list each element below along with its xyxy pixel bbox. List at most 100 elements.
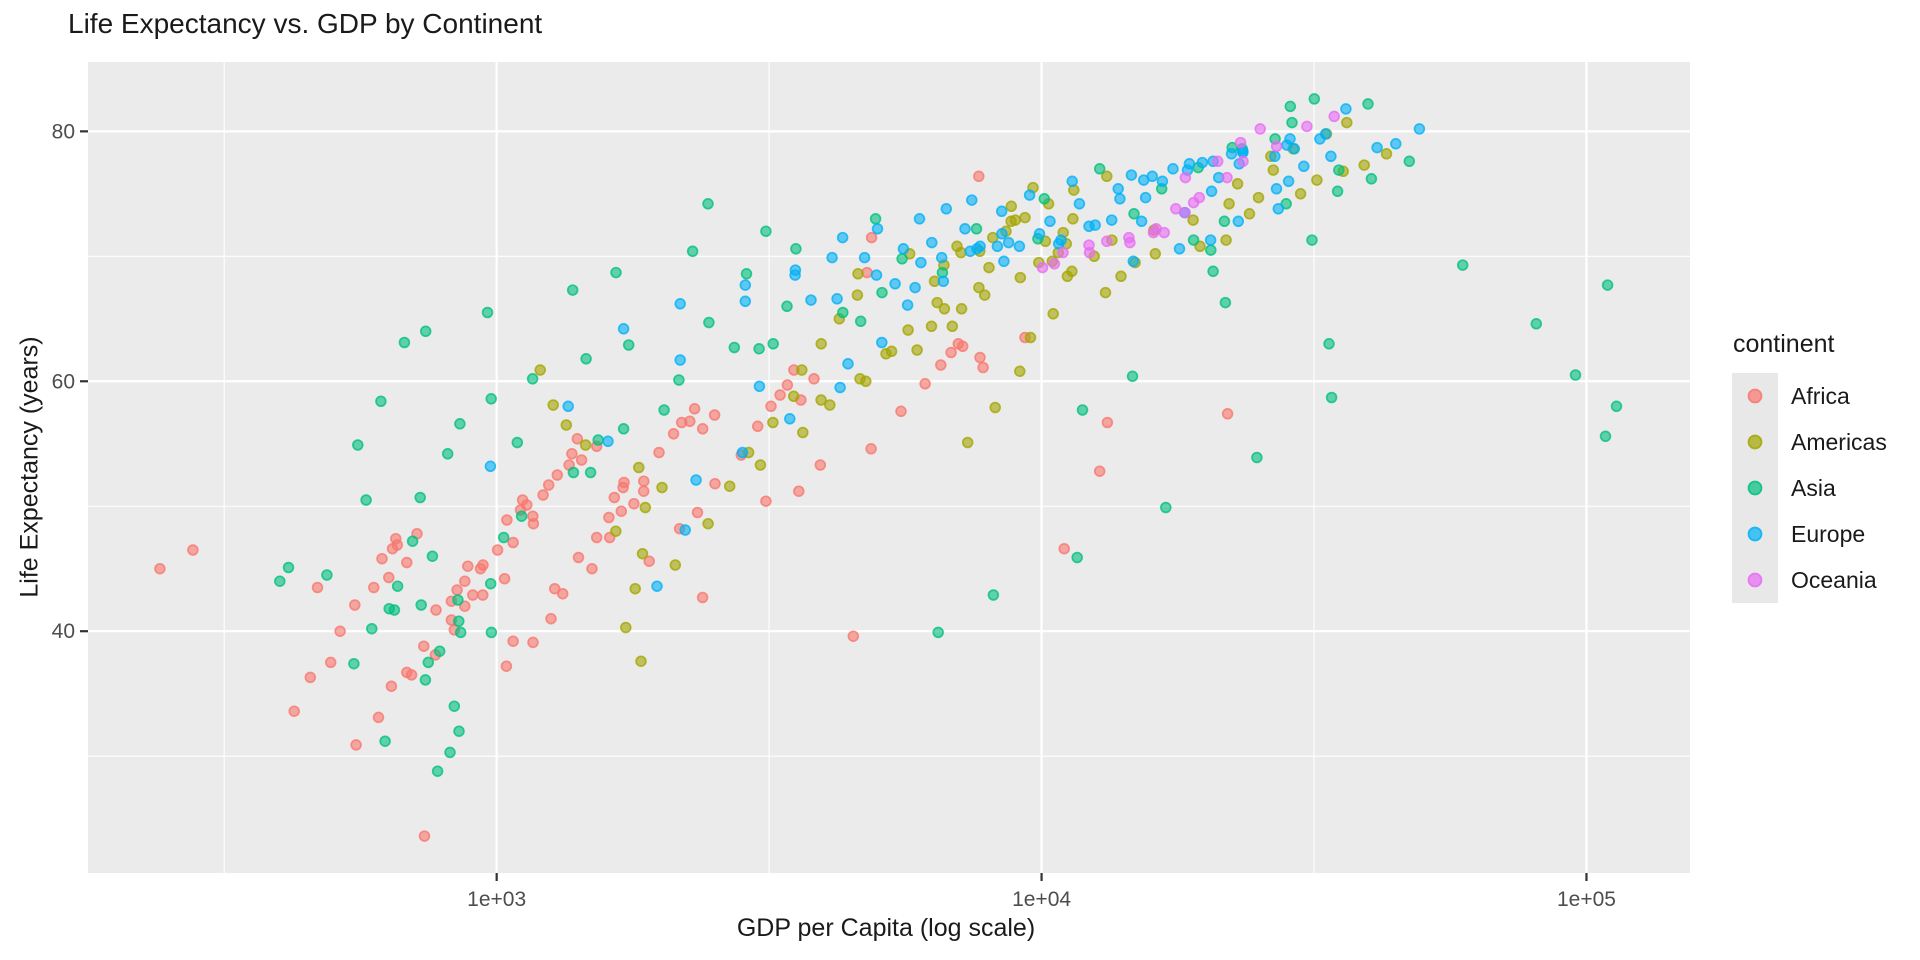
point-africa: [637, 485, 650, 497]
point-asia: [406, 535, 419, 547]
point-asia: [1599, 430, 1612, 443]
point-americas: [851, 289, 864, 301]
point-asia: [987, 589, 1000, 601]
point-asia: [511, 436, 524, 449]
point-europe: [1135, 215, 1148, 228]
point-americas: [1067, 213, 1079, 225]
point-asia: [383, 602, 395, 615]
point-africa: [527, 636, 539, 649]
point-americas: [1019, 211, 1031, 224]
point-americas: [1024, 331, 1037, 344]
point-africa: [684, 415, 696, 428]
point-africa: [500, 660, 513, 672]
point-europe: [753, 380, 766, 393]
point-asia: [398, 336, 411, 349]
point-europe: [1298, 160, 1310, 173]
point-asia: [1218, 215, 1231, 228]
point-asia: [1126, 370, 1139, 383]
point-europe: [1272, 203, 1285, 215]
point-europe: [834, 381, 846, 394]
point-oceania: [1187, 196, 1200, 209]
point-asia: [1323, 338, 1335, 350]
y-tick-label: 80: [52, 120, 75, 143]
point-americas: [1014, 365, 1026, 378]
point-americas: [723, 480, 736, 492]
legend-swatch-asia-icon: [1747, 480, 1763, 496]
legend: continent Africa Americas Asia Europe Oceani…: [1712, 330, 1887, 603]
point-africa: [1058, 542, 1070, 555]
legend-label-asia: Asia: [1791, 474, 1836, 501]
point-asia: [360, 494, 372, 506]
y-axis-title: Life Expectancy (years): [15, 336, 44, 598]
point-asia: [1403, 155, 1416, 168]
point-europe: [826, 251, 838, 264]
point-europe: [1205, 185, 1218, 198]
point-asia: [274, 575, 286, 587]
point-americas: [1223, 198, 1235, 210]
point-asia: [348, 657, 360, 670]
point-americas: [938, 303, 951, 315]
point-asia: [1219, 296, 1232, 309]
point-asia: [1076, 404, 1089, 416]
point-africa: [383, 571, 395, 584]
point-europe: [876, 336, 888, 349]
point-asia: [454, 626, 467, 639]
legend-key-americas: [1732, 419, 1778, 465]
point-africa: [956, 340, 969, 353]
point-africa: [498, 572, 511, 585]
point-europe: [484, 460, 497, 473]
point-europe: [966, 194, 978, 206]
point-europe: [842, 358, 854, 370]
point-africa: [691, 506, 704, 519]
point-africa: [638, 475, 650, 487]
point-americas: [629, 582, 641, 595]
point-europe: [1066, 175, 1078, 188]
point-oceania: [1057, 246, 1069, 259]
point-oceania: [1179, 206, 1191, 219]
point-asia: [622, 339, 635, 351]
point-africa: [521, 499, 533, 511]
point-europe: [1002, 236, 1015, 249]
point-europe: [674, 354, 686, 366]
point-asia: [1569, 369, 1582, 381]
legend-key-europe: [1732, 511, 1778, 557]
point-americas: [854, 373, 866, 385]
point-europe: [1073, 198, 1086, 210]
point-americas: [767, 416, 779, 429]
point-africa: [708, 409, 721, 421]
point-africa: [491, 544, 504, 556]
legend-item-americas: Americas: [1732, 419, 1887, 465]
legend-key-africa: [1732, 373, 1778, 419]
point-europe: [789, 264, 802, 276]
point-europe: [1112, 183, 1124, 195]
point-africa: [575, 454, 588, 466]
point-africa: [187, 544, 199, 556]
point-africa: [548, 582, 561, 595]
point-africa: [977, 361, 989, 374]
point-asia: [452, 594, 464, 606]
point-americas: [1243, 208, 1256, 220]
point-europe: [1146, 170, 1159, 183]
point-africa: [781, 379, 794, 391]
point-asia: [1306, 234, 1318, 246]
point-americas: [1220, 234, 1232, 246]
point-africa: [551, 469, 564, 481]
point-asia: [702, 198, 714, 210]
point-americas: [1014, 271, 1027, 284]
point-americas: [1231, 178, 1244, 190]
point-americas: [1252, 191, 1265, 204]
point-africa: [537, 489, 549, 501]
point-asia: [497, 531, 510, 544]
point-asia: [790, 243, 802, 255]
point-americas: [1101, 170, 1113, 183]
point-asia: [375, 395, 387, 408]
point-asia: [1331, 185, 1344, 198]
point-africa: [618, 476, 630, 489]
point-africa: [935, 359, 947, 371]
point-europe: [1033, 228, 1046, 240]
point-oceania: [1301, 120, 1313, 133]
point-americas: [534, 364, 546, 376]
point-europe: [674, 298, 686, 310]
point-europe: [901, 299, 914, 311]
